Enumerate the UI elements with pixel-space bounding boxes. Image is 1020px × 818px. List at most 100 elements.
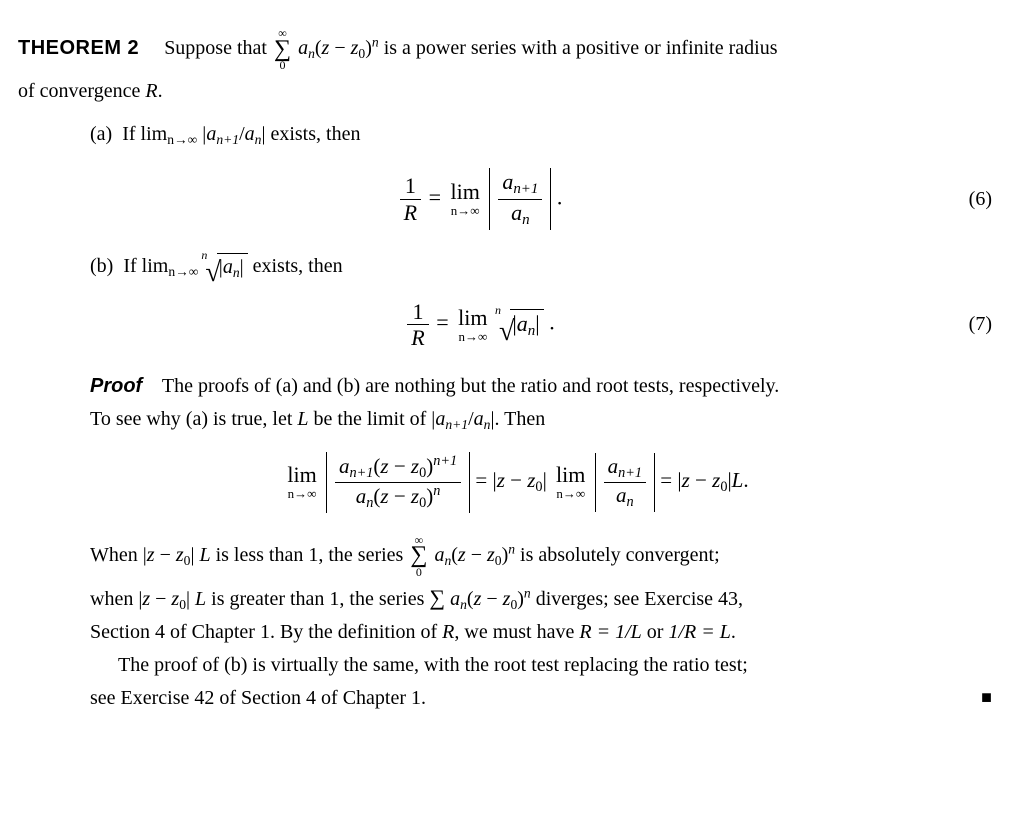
pe-exp-np1: n+1 bbox=[433, 453, 457, 469]
part-b: (b) If limn→∞ n √|an| exists, then bbox=[90, 252, 992, 282]
pe-lim2: lim n→∞ bbox=[556, 464, 585, 500]
p4eqRinv: 1/R = L bbox=[668, 621, 730, 643]
theorem-text-b: is a power series with a positive or inf… bbox=[384, 37, 778, 59]
proof-p2: When |z − z0| L is less than 1, the seri… bbox=[90, 535, 992, 578]
eq7-lim-word: lim bbox=[458, 307, 487, 329]
proof-p1b-text: To see why (a) is true, let bbox=[90, 408, 297, 430]
eq7-lhs: 1 R bbox=[407, 300, 428, 349]
proof-L: L bbox=[297, 408, 308, 430]
p-an: a bbox=[474, 408, 484, 430]
coef-a-sub: n bbox=[308, 46, 315, 61]
eq6-den: R bbox=[400, 200, 421, 224]
eq7-an: a bbox=[517, 311, 528, 336]
sum2: ∞∑0 bbox=[410, 535, 427, 578]
p4c: . bbox=[731, 621, 736, 643]
eq6-dot: . bbox=[557, 184, 563, 209]
sigma3-icon: ∑ bbox=[429, 585, 445, 610]
pe-exp-n: n bbox=[433, 483, 440, 499]
eq7-lim: lim n→∞ bbox=[458, 307, 487, 343]
pe-lim1: lim n→∞ bbox=[287, 464, 316, 500]
p3d: diverges; see Exercise 43, bbox=[536, 588, 743, 610]
proof-p1: Proof The proofs of (a) and (b) are noth… bbox=[90, 372, 992, 401]
qed-icon: ■ bbox=[981, 684, 992, 710]
pe-m1: − bbox=[389, 454, 411, 478]
eq6-number: (6) bbox=[942, 185, 992, 214]
p4a: Section 4 of Chapter 1. By the definitio… bbox=[90, 621, 442, 643]
proof-label: Proof bbox=[90, 375, 142, 397]
eq6-num: 1 bbox=[400, 174, 421, 199]
proof-eq-body: lim n→∞ an+1(z − z0)n+1 an(z − z0)n = |z… bbox=[90, 452, 942, 513]
pe-lim2-w: lim bbox=[556, 464, 585, 486]
theorem-text-c: of convergence bbox=[18, 80, 145, 102]
part-b-root: n √|an| bbox=[205, 253, 247, 282]
eq7-dot: . bbox=[549, 310, 555, 335]
eq6-nn: n bbox=[522, 212, 529, 228]
eq7-num: 1 bbox=[407, 300, 428, 325]
pe-frac1-den: an(z − z0)n bbox=[335, 483, 461, 511]
eq7-body: 1 R = lim n→∞ n √|an| . bbox=[18, 300, 942, 349]
pe-nna: n bbox=[366, 495, 373, 511]
sigma2-icon: ∑ bbox=[410, 545, 427, 567]
pe-lim1-s: n→∞ bbox=[287, 487, 316, 500]
p2d: is absolutely convergent; bbox=[520, 544, 720, 566]
part-a-label: (a) bbox=[90, 123, 112, 145]
part-a-tail: | exists, then bbox=[261, 123, 360, 145]
p2L: L bbox=[199, 544, 210, 566]
series-inline: ∞ ∑ 0 an(z − z0)n bbox=[272, 37, 384, 59]
theorem-line2: of convergence R. bbox=[18, 77, 992, 106]
proof-p3: when |z − z0| L is greater than 1, the s… bbox=[90, 582, 992, 615]
pe-z: z bbox=[497, 468, 505, 492]
abs-r2: | bbox=[240, 256, 244, 278]
eq6-np1: n+1 bbox=[513, 181, 538, 197]
p-anp1: a bbox=[435, 408, 445, 430]
pe-m4: − bbox=[690, 468, 712, 492]
part-a: (a) If limn→∞ |an+1/an| exists, then bbox=[90, 120, 992, 150]
pe-lim1-w: lim bbox=[287, 464, 316, 486]
proof-p1a: The proofs of (a) and (b) are nothing bu… bbox=[162, 375, 779, 397]
p4or: or bbox=[642, 621, 669, 643]
pe-frac1-num: an+1(z − z0)n+1 bbox=[335, 454, 461, 483]
p3c: is greater than 1, the series bbox=[206, 588, 429, 610]
sigma-icon: ∑ bbox=[274, 39, 291, 61]
eq6-anp1: a bbox=[502, 169, 513, 194]
eq6-ratio-num: an+1 bbox=[498, 170, 542, 200]
pe-m2: − bbox=[389, 484, 411, 508]
part-b-limsub: n→∞ bbox=[168, 264, 198, 279]
eq6-equals: = bbox=[429, 184, 447, 209]
proof-equation: lim n→∞ an+1(z − z0)n+1 an(z − z0)n = |z… bbox=[90, 452, 992, 513]
proof-p1b: To see why (a) is true, let L be the lim… bbox=[90, 405, 992, 435]
eq7-number: (7) bbox=[942, 310, 992, 339]
a-n: a bbox=[245, 123, 255, 145]
theorem-statement: THEOREM 2 Suppose that ∞ ∑ 0 an(z − z0)n… bbox=[18, 28, 992, 71]
pe-np1a: n+1 bbox=[349, 465, 373, 481]
part-b-lim: If lim bbox=[123, 255, 168, 277]
s3m: − bbox=[481, 588, 502, 610]
eq7-root-idx: n bbox=[495, 302, 501, 319]
p5b: see Exercise 42 of Section 4 of Chapter … bbox=[90, 687, 426, 709]
pe-abs1: an+1(z − z0)n+1 an(z − z0)n bbox=[326, 452, 470, 513]
proof-p5: The proof of (b) is virtually the same, … bbox=[90, 651, 992, 680]
proof-p1c: be the limit of | bbox=[309, 408, 436, 430]
theorem-text-a: Suppose that bbox=[164, 37, 272, 59]
p2a: When | bbox=[90, 544, 147, 566]
eq6-lim-sub: n→∞ bbox=[450, 204, 479, 217]
eq7-root: n √|an| bbox=[499, 308, 544, 342]
eq7-den: R bbox=[407, 325, 428, 349]
eq6-ratio-den: an bbox=[498, 200, 542, 229]
pe-z0s2: 0 bbox=[720, 479, 727, 495]
equation-7: 1 R = lim n→∞ n √|an| . (7) bbox=[18, 300, 992, 349]
pe-m3: − bbox=[505, 468, 527, 492]
p3m: − bbox=[150, 588, 171, 610]
series-inline-2: ∞∑0 an(z − z0)n bbox=[408, 544, 520, 566]
proof-p4: Section 4 of Chapter 1. By the definitio… bbox=[90, 618, 992, 647]
pe-lim2-s: n→∞ bbox=[556, 487, 585, 500]
pow-n: n bbox=[372, 35, 379, 50]
minus: − bbox=[329, 37, 350, 59]
eq6-body: 1 R = lim n→∞ an+1 an . bbox=[18, 168, 942, 231]
pe-eq2: = bbox=[660, 468, 677, 492]
p4eqR: R = 1/L bbox=[579, 621, 641, 643]
an-b-sub: n bbox=[233, 265, 240, 280]
pe-z2: z bbox=[682, 468, 690, 492]
pe-frac2-num: an+1 bbox=[604, 455, 646, 483]
a-np1: a bbox=[206, 123, 216, 145]
